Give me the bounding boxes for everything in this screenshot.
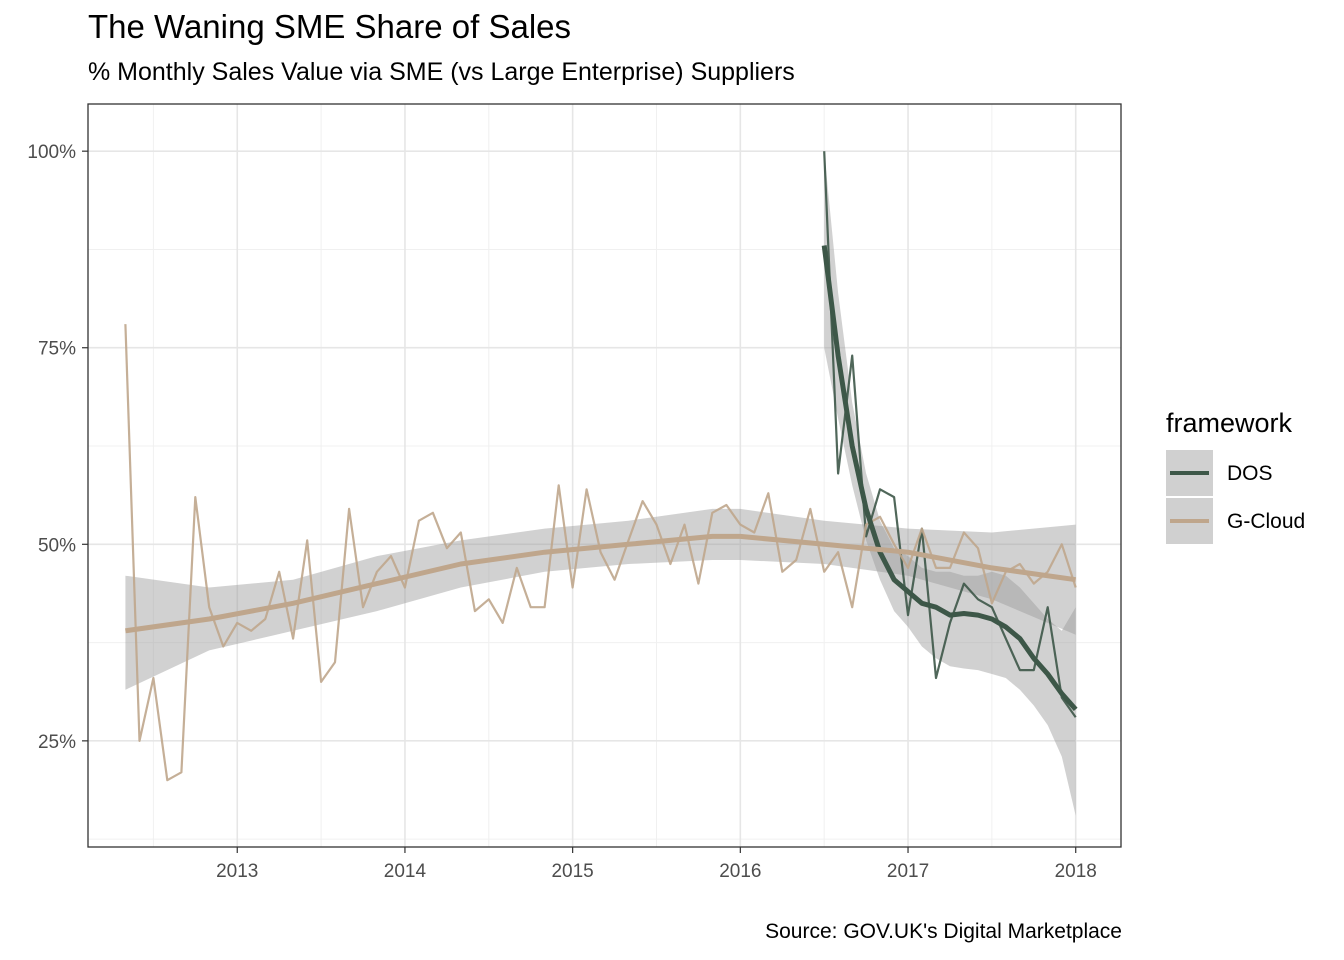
confidence-ribbons [125, 151, 1076, 816]
panel-border [87, 103, 1122, 848]
major-gridlines [88, 104, 1121, 847]
x-tick-label: 2018 [1055, 861, 1097, 882]
legend-label-dos: DOS [1227, 462, 1273, 485]
x-tick-label: 2013 [216, 861, 258, 882]
y-tick-label: 25% [38, 732, 76, 753]
smooth-g-cloud [125, 533, 1077, 634]
line-dos [823, 151, 1077, 718]
chart-subtitle: % Monthly Sales Value via SME (vs Large … [88, 58, 795, 86]
legend-title: framework [1166, 408, 1293, 438]
chart-title: The Waning SME Share of Sales [88, 8, 572, 45]
x-tick-label: 2016 [719, 861, 761, 882]
x-tick-label: 2015 [551, 861, 593, 882]
ribbon-dos [824, 151, 1076, 816]
legend-label-gcloud: G-Cloud [1227, 510, 1306, 533]
y-tick-label: 50% [38, 535, 76, 556]
smooth-dos [821, 245, 1078, 712]
y-tick-label: 75% [38, 339, 76, 360]
x-tick-label: 2014 [384, 861, 427, 882]
line-g-cloud [124, 324, 1077, 782]
chart-caption: Source: GOV.UK's Digital Marketplace [765, 920, 1122, 943]
y-tick-label: 100% [27, 142, 76, 163]
minor-gridlines [88, 104, 1121, 847]
x-tick-label: 2017 [887, 861, 929, 882]
legend-keys [1166, 450, 1213, 544]
axes: 2013 2014 2015 2016 2017 2018 25% 50% 75% 100% [27, 142, 1096, 882]
smooth-series-lines [125, 245, 1078, 712]
raw-series-lines [124, 151, 1077, 782]
